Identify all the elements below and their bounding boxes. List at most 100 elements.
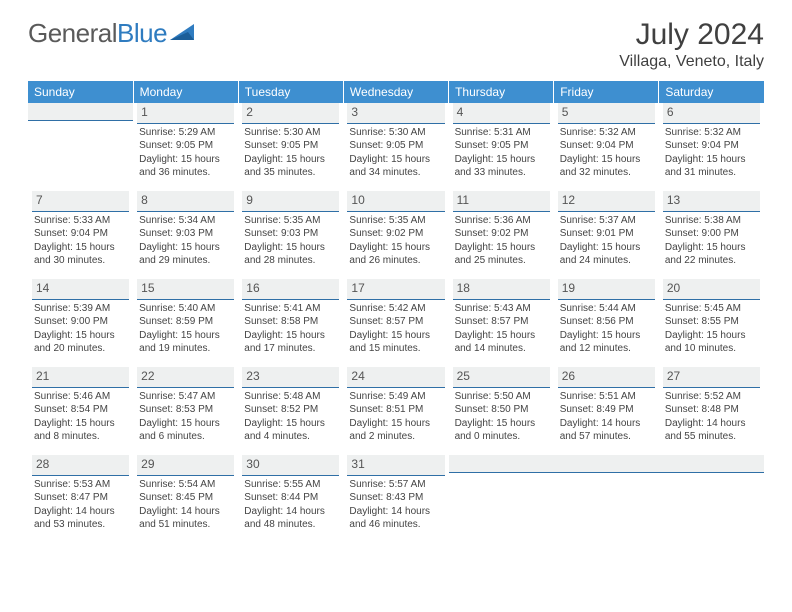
day-content: 20Sunrise: 5:45 AMSunset: 8:55 PMDayligh… xyxy=(659,279,764,360)
day-details: Sunrise: 5:40 AMSunset: 8:59 PMDaylight:… xyxy=(137,300,234,356)
day-number: 16 xyxy=(242,279,339,300)
sunset-text: Sunset: 9:05 PM xyxy=(244,139,337,153)
day-details: Sunrise: 5:54 AMSunset: 8:45 PMDaylight:… xyxy=(137,476,234,532)
sunset-text: Sunset: 8:58 PM xyxy=(244,315,337,329)
day-content: 25Sunrise: 5:50 AMSunset: 8:50 PMDayligh… xyxy=(449,367,554,448)
calendar-day-cell: 8Sunrise: 5:34 AMSunset: 9:03 PMDaylight… xyxy=(133,191,238,279)
day-number: 24 xyxy=(347,367,444,388)
daylight-text: Daylight: 14 hours and 55 minutes. xyxy=(665,417,758,444)
day-number: 31 xyxy=(347,455,444,476)
day-number: 7 xyxy=(32,191,129,212)
calendar-day-cell: 13Sunrise: 5:38 AMSunset: 9:00 PMDayligh… xyxy=(659,191,764,279)
sunrise-text: Sunrise: 5:48 AM xyxy=(244,390,337,404)
calendar-header-row: SundayMondayTuesdayWednesdayThursdayFrid… xyxy=(28,81,764,103)
sunset-text: Sunset: 8:51 PM xyxy=(349,403,442,417)
sunset-text: Sunset: 8:59 PM xyxy=(139,315,232,329)
day-content: 9Sunrise: 5:35 AMSunset: 9:03 PMDaylight… xyxy=(238,191,343,272)
day-content: 26Sunrise: 5:51 AMSunset: 8:49 PMDayligh… xyxy=(554,367,659,448)
sunrise-text: Sunrise: 5:53 AM xyxy=(34,478,127,492)
calendar-day-cell: 9Sunrise: 5:35 AMSunset: 9:03 PMDaylight… xyxy=(238,191,343,279)
calendar-day-cell: 25Sunrise: 5:50 AMSunset: 8:50 PMDayligh… xyxy=(449,367,554,455)
daylight-text: Daylight: 15 hours and 14 minutes. xyxy=(455,329,548,356)
day-details: Sunrise: 5:57 AMSunset: 8:43 PMDaylight:… xyxy=(347,476,444,532)
day-content: 11Sunrise: 5:36 AMSunset: 9:02 PMDayligh… xyxy=(449,191,554,272)
sunset-text: Sunset: 8:48 PM xyxy=(665,403,758,417)
sunrise-text: Sunrise: 5:49 AM xyxy=(349,390,442,404)
day-number: 1 xyxy=(137,103,234,124)
sunrise-text: Sunrise: 5:50 AM xyxy=(455,390,548,404)
day-details: Sunrise: 5:44 AMSunset: 8:56 PMDaylight:… xyxy=(558,300,655,356)
day-details: Sunrise: 5:45 AMSunset: 8:55 PMDaylight:… xyxy=(663,300,760,356)
daylight-text: Daylight: 15 hours and 30 minutes. xyxy=(34,241,127,268)
day-details: Sunrise: 5:52 AMSunset: 8:48 PMDaylight:… xyxy=(663,388,760,444)
sunrise-text: Sunrise: 5:32 AM xyxy=(665,126,758,140)
weekday-header: Thursday xyxy=(449,81,554,103)
daylight-text: Daylight: 15 hours and 24 minutes. xyxy=(560,241,653,268)
calendar-day-cell: 11Sunrise: 5:36 AMSunset: 9:02 PMDayligh… xyxy=(449,191,554,279)
sunset-text: Sunset: 9:04 PM xyxy=(665,139,758,153)
sunset-text: Sunset: 9:05 PM xyxy=(349,139,442,153)
empty-day-bar xyxy=(659,455,764,473)
calendar-day-cell: 31Sunrise: 5:57 AMSunset: 8:43 PMDayligh… xyxy=(343,455,448,543)
day-content: 10Sunrise: 5:35 AMSunset: 9:02 PMDayligh… xyxy=(343,191,448,272)
weekday-header: Friday xyxy=(554,81,659,103)
sunset-text: Sunset: 8:52 PM xyxy=(244,403,337,417)
empty-day-bar xyxy=(28,103,133,121)
calendar-day-cell: 15Sunrise: 5:40 AMSunset: 8:59 PMDayligh… xyxy=(133,279,238,367)
sunset-text: Sunset: 9:04 PM xyxy=(34,227,127,241)
brand-triangle-icon xyxy=(170,18,196,49)
daylight-text: Daylight: 15 hours and 17 minutes. xyxy=(244,329,337,356)
calendar-week-row: 7Sunrise: 5:33 AMSunset: 9:04 PMDaylight… xyxy=(28,191,764,279)
day-number: 28 xyxy=(32,455,129,476)
daylight-text: Daylight: 15 hours and 35 minutes. xyxy=(244,153,337,180)
day-number: 30 xyxy=(242,455,339,476)
day-content: 3Sunrise: 5:30 AMSunset: 9:05 PMDaylight… xyxy=(343,103,448,184)
sunset-text: Sunset: 8:43 PM xyxy=(349,491,442,505)
sunrise-text: Sunrise: 5:35 AM xyxy=(244,214,337,228)
sunrise-text: Sunrise: 5:29 AM xyxy=(139,126,232,140)
empty-day-bar xyxy=(449,455,554,473)
day-number: 26 xyxy=(558,367,655,388)
sunrise-text: Sunrise: 5:42 AM xyxy=(349,302,442,316)
weekday-header: Wednesday xyxy=(343,81,448,103)
day-number: 23 xyxy=(242,367,339,388)
daylight-text: Daylight: 14 hours and 57 minutes. xyxy=(560,417,653,444)
calendar-day-cell: 19Sunrise: 5:44 AMSunset: 8:56 PMDayligh… xyxy=(554,279,659,367)
day-content: 28Sunrise: 5:53 AMSunset: 8:47 PMDayligh… xyxy=(28,455,133,536)
sunset-text: Sunset: 8:55 PM xyxy=(665,315,758,329)
sunrise-text: Sunrise: 5:40 AM xyxy=(139,302,232,316)
sunrise-text: Sunrise: 5:45 AM xyxy=(665,302,758,316)
sunrise-text: Sunrise: 5:30 AM xyxy=(349,126,442,140)
sunrise-text: Sunrise: 5:51 AM xyxy=(560,390,653,404)
day-content: 19Sunrise: 5:44 AMSunset: 8:56 PMDayligh… xyxy=(554,279,659,360)
calendar-day-cell: 23Sunrise: 5:48 AMSunset: 8:52 PMDayligh… xyxy=(238,367,343,455)
day-details: Sunrise: 5:48 AMSunset: 8:52 PMDaylight:… xyxy=(242,388,339,444)
sunset-text: Sunset: 8:45 PM xyxy=(139,491,232,505)
sunrise-text: Sunrise: 5:54 AM xyxy=(139,478,232,492)
day-details: Sunrise: 5:32 AMSunset: 9:04 PMDaylight:… xyxy=(663,124,760,180)
day-details: Sunrise: 5:29 AMSunset: 9:05 PMDaylight:… xyxy=(137,124,234,180)
day-details: Sunrise: 5:35 AMSunset: 9:03 PMDaylight:… xyxy=(242,212,339,268)
day-content: 5Sunrise: 5:32 AMSunset: 9:04 PMDaylight… xyxy=(554,103,659,184)
calendar-day-cell: 26Sunrise: 5:51 AMSunset: 8:49 PMDayligh… xyxy=(554,367,659,455)
brand-logo: GeneralBlue xyxy=(28,18,196,49)
calendar-day-cell: 7Sunrise: 5:33 AMSunset: 9:04 PMDaylight… xyxy=(28,191,133,279)
calendar-day-cell: 18Sunrise: 5:43 AMSunset: 8:57 PMDayligh… xyxy=(449,279,554,367)
day-content: 4Sunrise: 5:31 AMSunset: 9:05 PMDaylight… xyxy=(449,103,554,184)
sunrise-text: Sunrise: 5:41 AM xyxy=(244,302,337,316)
daylight-text: Daylight: 15 hours and 4 minutes. xyxy=(244,417,337,444)
daylight-text: Daylight: 15 hours and 20 minutes. xyxy=(34,329,127,356)
brand-text-2: Blue xyxy=(117,18,167,49)
sunset-text: Sunset: 8:56 PM xyxy=(560,315,653,329)
day-details: Sunrise: 5:33 AMSunset: 9:04 PMDaylight:… xyxy=(32,212,129,268)
calendar-day-cell: 6Sunrise: 5:32 AMSunset: 9:04 PMDaylight… xyxy=(659,103,764,191)
calendar-day-cell xyxy=(449,455,554,543)
month-title: July 2024 xyxy=(619,18,764,51)
sunrise-text: Sunrise: 5:52 AM xyxy=(665,390,758,404)
daylight-text: Daylight: 15 hours and 25 minutes. xyxy=(455,241,548,268)
day-number: 2 xyxy=(242,103,339,124)
weekday-header: Sunday xyxy=(28,81,133,103)
sunset-text: Sunset: 9:03 PM xyxy=(244,227,337,241)
sunset-text: Sunset: 8:57 PM xyxy=(455,315,548,329)
daylight-text: Daylight: 15 hours and 10 minutes. xyxy=(665,329,758,356)
